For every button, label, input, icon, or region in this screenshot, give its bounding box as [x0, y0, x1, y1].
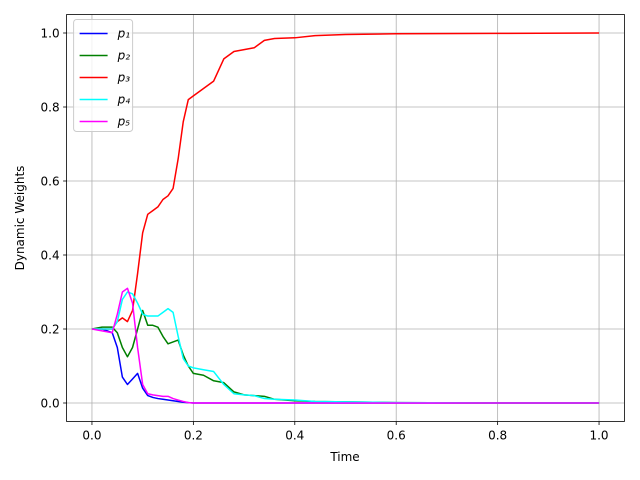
legend-label: p₅: [117, 115, 131, 129]
y-axis-label: Dynamic Weights: [13, 166, 27, 271]
x-tick-label: 0.6: [387, 429, 406, 443]
line-series: [91, 328, 600, 404]
y-tick-label: 0.6: [41, 175, 60, 189]
line-series: [91, 32, 600, 330]
y-tick-label: 0.8: [41, 101, 60, 115]
line-series: [91, 287, 600, 404]
line-series: [91, 291, 600, 404]
y-tick-label: 0.2: [41, 323, 60, 337]
legend-label: p₃: [117, 71, 131, 85]
line-series: [91, 309, 600, 404]
x-tick-label: 0.0: [82, 429, 101, 443]
x-tick-label: 0.8: [488, 429, 507, 443]
y-tick-label: 0.4: [41, 249, 60, 263]
legend-label: p₂: [117, 49, 131, 63]
legend-label: p₄: [117, 93, 131, 107]
x-tick-label: 0.2: [184, 429, 203, 443]
y-tick-label: 1.0: [41, 27, 60, 41]
x-tick-label: 0.4: [285, 429, 304, 443]
x-tick-label: 1.0: [589, 429, 608, 443]
y-tick-label: 0.0: [41, 397, 60, 411]
x-axis-label: Time: [329, 450, 359, 464]
legend-label: p₁: [117, 27, 131, 41]
legend-box: [73, 19, 134, 132]
legend: p₁ p₂ p₃ p₄ p₅: [73, 19, 134, 132]
plot-frame: [66, 14, 625, 422]
